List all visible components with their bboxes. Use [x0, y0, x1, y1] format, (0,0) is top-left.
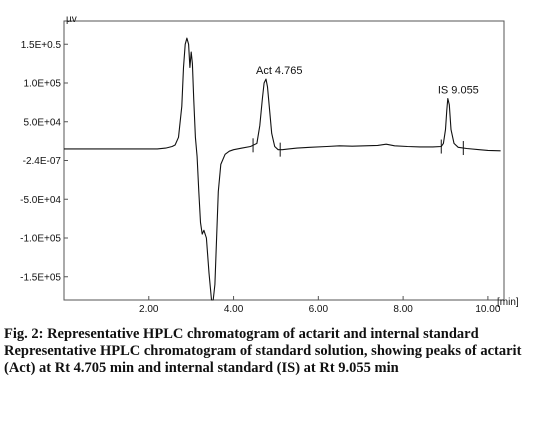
- x-axis-unit-label: [min]: [497, 297, 519, 308]
- chromatogram-trace: [64, 37, 501, 301]
- peak-label: IS 9.055: [438, 85, 479, 97]
- x-tick-label: 6.00: [309, 304, 329, 315]
- chromatogram-chart: 1.5E+0.5 1.0E+05 5.0E+04 -2.4E-07 -5.0E+04 -1…: [20, 14, 519, 315]
- caption-body: Representative HPLC chromatogram of stan…: [4, 343, 522, 376]
- y-tick-label: -1.5E+05: [20, 272, 61, 283]
- y-axis-unit-label: µv: [66, 14, 77, 25]
- x-tick-label: 2.00: [139, 304, 159, 315]
- x-tick-label: 10.00: [475, 304, 500, 315]
- caption-title: Fig. 2: Representative HPLC chromatogram…: [4, 326, 479, 342]
- x-tick-label: 4.00: [224, 304, 244, 315]
- y-tick-label: 1.5E+0.5: [21, 40, 62, 51]
- figure-caption: Fig. 2: Representative HPLC chromatogram…: [4, 326, 532, 377]
- y-tick-label: -1.0E+05: [20, 234, 61, 245]
- y-tick-label: 1.0E+05: [23, 79, 61, 90]
- y-tick-label: -2.4E-07: [23, 156, 62, 167]
- y-tick-label: -5.0E+04: [20, 195, 61, 206]
- plot-area: [63, 20, 505, 301]
- peak-label: Act 4.765: [256, 65, 302, 77]
- x-tick-label: 8.00: [393, 304, 413, 315]
- y-tick-label: 5.0E+04: [23, 117, 61, 128]
